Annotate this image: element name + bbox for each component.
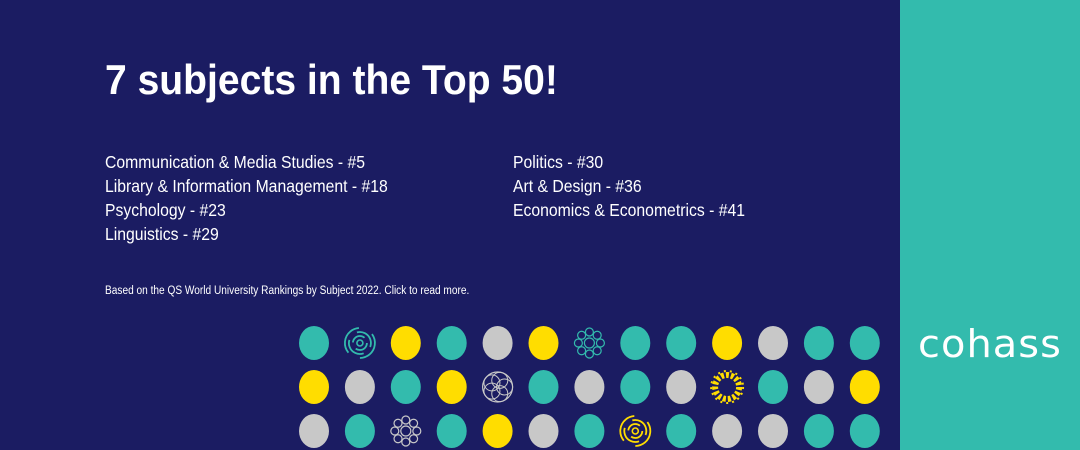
ranking-item: Psychology - #23 xyxy=(105,200,226,220)
dot-yellow xyxy=(528,326,559,360)
dot-teal xyxy=(620,370,651,404)
spiral-icon xyxy=(343,327,376,359)
dot-teal xyxy=(666,326,697,360)
dot-pattern xyxy=(299,326,880,448)
dot-teal xyxy=(849,326,880,360)
geo-icon xyxy=(482,371,514,403)
dot-gray xyxy=(803,370,834,404)
dot-gray xyxy=(528,414,559,448)
spiral-icon xyxy=(619,415,652,447)
footnote-read-more[interactable]: Based on the QS World University Ranking… xyxy=(105,285,470,297)
dot-gray xyxy=(574,370,605,404)
dot-teal xyxy=(620,326,651,360)
dot-yellow xyxy=(849,370,880,404)
headline: 7 subjects in the Top 50! xyxy=(105,56,558,103)
dot-teal xyxy=(390,370,421,404)
rankings-list-right: Politics - #30 Art & Design - #36 Econom… xyxy=(513,150,745,222)
dot-teal xyxy=(528,370,559,404)
flower-icon xyxy=(573,327,606,359)
rankings-list-left: Communication & Media Studies - #5 Libra… xyxy=(105,150,388,246)
dot-gray xyxy=(758,414,788,448)
dot-teal xyxy=(436,326,467,360)
ranking-item: Communication & Media Studies - #5 xyxy=(105,152,366,172)
brand-panel: cohass xyxy=(900,0,1080,450)
ranking-item: Politics - #30 xyxy=(513,152,604,172)
dot-yellow xyxy=(436,370,467,404)
dot-gray xyxy=(712,414,743,448)
dot-teal xyxy=(803,326,834,360)
dot-yellow xyxy=(390,326,421,360)
rankings-banner-link[interactable]: 7 subjects in the Top 50! Communication … xyxy=(0,0,900,450)
ranking-item: Linguistics - #29 xyxy=(105,224,219,244)
dot-teal xyxy=(436,414,467,448)
dot-yellow xyxy=(482,414,513,448)
dot-gray xyxy=(758,326,788,360)
dot-teal xyxy=(574,414,605,448)
burst-icon xyxy=(710,370,745,404)
dot-teal xyxy=(666,414,697,448)
flower-icon xyxy=(390,415,422,447)
dot-teal xyxy=(758,370,788,404)
dot-teal xyxy=(803,414,834,448)
ranking-item: Library & Information Management - #18 xyxy=(105,176,388,196)
dot-teal xyxy=(849,414,880,448)
dot-yellow xyxy=(299,370,329,404)
dot-teal xyxy=(344,414,375,448)
dot-yellow xyxy=(712,326,743,360)
dot-gray xyxy=(666,370,697,404)
ranking-item: Economics & Econometrics - #41 xyxy=(513,200,745,220)
dot-gray xyxy=(299,414,329,448)
cohass-logo: cohass xyxy=(918,322,1062,366)
dot-gray xyxy=(482,326,513,360)
dot-gray xyxy=(344,370,375,404)
ranking-item: Art & Design - #36 xyxy=(513,176,642,196)
dot-teal xyxy=(299,326,329,360)
